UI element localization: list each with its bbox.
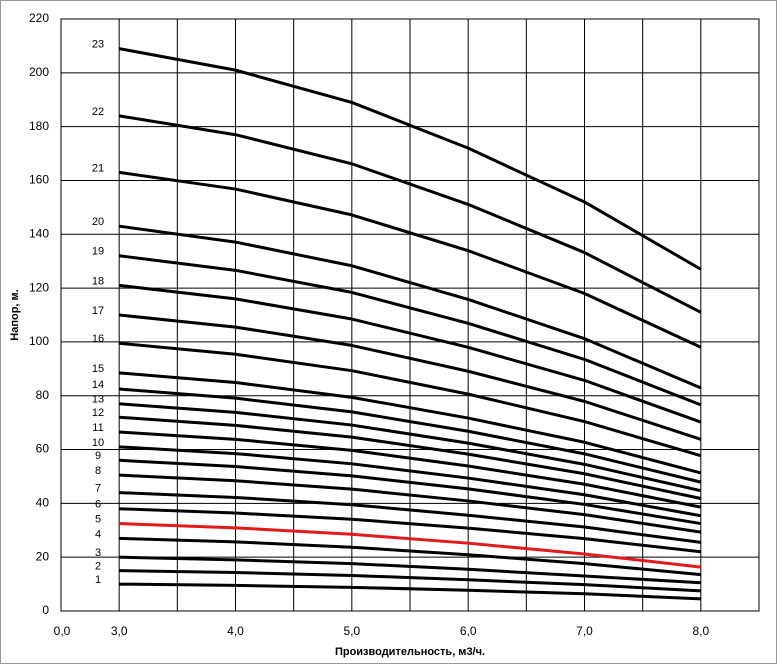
curve-label: 14 [92,379,104,391]
y-tick-label: 120 [29,280,49,294]
curve-label: 8 [95,465,101,477]
y-tick-label: 0 [42,603,49,617]
curve-label: 7 [95,483,101,495]
curve-label: 20 [92,216,104,228]
curve-label: 11 [92,422,103,434]
curve-label: 18 [92,275,104,287]
curve-label: 17 [92,305,104,317]
y-tick-label: 20 [36,549,50,563]
curve-label: 9 [95,450,101,462]
curve-label: 10 [92,437,104,449]
curve [119,371,702,475]
y-tick-label: 140 [29,226,49,240]
curve [119,415,702,500]
curve [119,491,702,544]
curve-label: 4 [95,528,101,540]
curve [118,170,702,349]
curve-label: 1 [95,574,101,586]
curve [118,254,702,407]
x-tick-label: 4,0 [227,624,244,638]
curve [118,224,702,390]
curve-label: 3 [95,547,101,559]
x-axis-title: Производительность, м3/ч. [335,646,485,658]
y-axis-title: Напор, м. [9,289,21,340]
curve-label: 19 [92,246,104,258]
curve [119,387,702,484]
y-tick-label: 80 [36,388,50,402]
x-origin-label: 0,0 [54,624,71,638]
curve [119,473,702,534]
y-tick-label: 40 [36,496,50,510]
x-tick-label: 3,0 [111,624,128,638]
curve [119,555,701,585]
curve [119,569,701,593]
curve-label: 5 [95,513,101,525]
curve [118,114,702,314]
curve [119,313,702,441]
curve [118,47,702,271]
curve-label: 2 [95,561,101,573]
curve [119,522,702,569]
curve-label: 23 [92,39,104,51]
curve [119,536,701,577]
x-tick-label: 8,0 [692,624,709,638]
x-tick-label: 6,0 [460,624,477,638]
y-tick-label: 180 [29,119,49,133]
x-tick-label: 7,0 [576,624,593,638]
curve [118,283,702,424]
curve [119,402,702,493]
y-tick-label: 60 [36,442,50,456]
curve-label: 6 [95,499,101,511]
curve-label: 22 [92,106,104,118]
y-tick-label: 100 [29,334,49,348]
curve-label: 13 [92,394,104,406]
curve [119,445,702,518]
curve-label: 15 [92,363,104,375]
curve-label: 12 [92,407,104,419]
x-tick-label: 5,0 [343,624,360,638]
curve [119,458,702,526]
y-tick-label: 220 [29,11,49,25]
curve [119,507,702,554]
curve-label: 21 [92,162,104,174]
y-tick-label: 160 [29,173,49,187]
curve [119,430,702,509]
y-tick-label: 200 [29,65,49,79]
curve [119,341,702,458]
curve-label: 16 [92,333,104,345]
curve [119,582,701,601]
